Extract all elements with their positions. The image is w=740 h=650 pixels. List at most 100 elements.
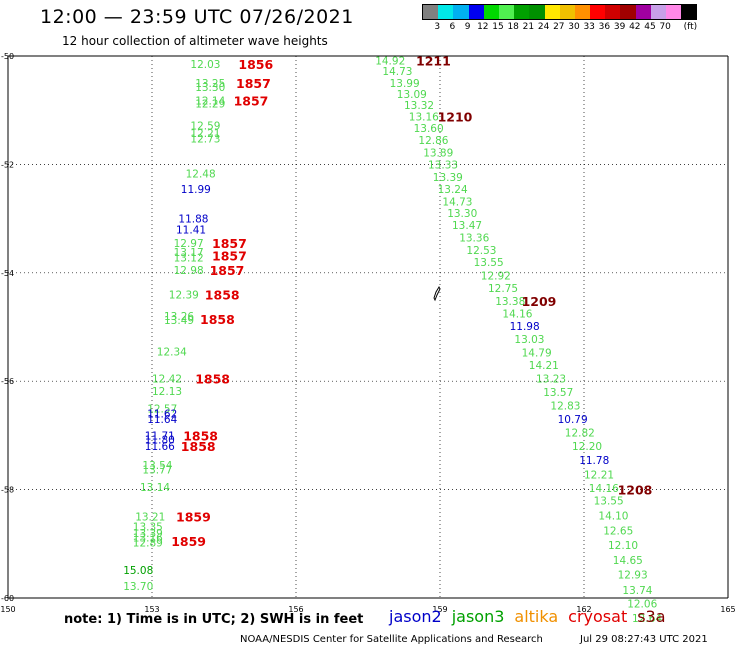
wave-height-value: 13.36 [459,233,489,245]
wave-height-value: 11.41 [176,224,206,236]
legend-label: (ft) [683,22,698,32]
wave-height-value: 13.49 [164,315,194,327]
wave-height-value: 14.73 [442,196,472,208]
x-tick-label: 156 [288,605,303,614]
wave-height-value: 12.39 [169,289,199,301]
chart-subtitle: 12 hour collection of altimeter wave hei… [62,34,328,48]
wave-height-value: 13.24 [438,184,468,196]
wave-height-value: 12.86 [418,135,448,147]
legend-swatch [529,5,545,19]
legend-swatch [635,5,651,19]
legend-swatch [605,5,621,19]
pass-time-label: 1859 [171,534,206,549]
legend-label: 42 [629,22,641,32]
wave-height-value: 13.89 [423,147,453,159]
wave-height-value: 12.29 [195,99,225,111]
wave-height-value: 11.62 [147,409,177,421]
legend-label: 12 [477,22,489,32]
map-axis-ticks: 150 153 156 159 162 165 -50 -52 -54 -56 -58 -60 [0,52,735,614]
wave-height-value: 12.03 [190,59,220,71]
wave-height-value: 11.71 [145,430,175,442]
wave-height-value: 12.57 [147,403,177,415]
wave-height-value: 11.98 [510,321,540,333]
wave-height-value: 11.99 [181,184,211,196]
wave-height-value: 13.26 [164,311,194,323]
observation-layer: 12.0313.2513.3012.1412.2912.5912.2112.73… [123,55,662,625]
wave-height-value: 12.93 [618,570,648,582]
legend-swatch [468,5,484,19]
pass-time-label: 1858 [183,428,218,443]
wave-height-value: 12.48 [186,169,216,181]
wave-height-value: 13.55 [594,495,624,507]
pass-time-label: 1858 [195,371,230,386]
pass-time-label: 1211 [416,53,451,68]
y-tick-label: -60 [1,594,14,603]
wave-height-value: 13.74 [622,585,652,597]
legend-label: 6 [449,22,456,32]
wave-height-value: 12.53 [466,245,496,257]
wave-height-value: 15.08 [123,565,153,577]
pass-time-label: 1857 [210,263,245,278]
x-tick-label: 159 [432,605,447,614]
wave-height-value: 13.47 [452,220,482,232]
y-tick-label: -54 [1,269,14,278]
pass-time-label: 1858 [181,439,216,454]
wave-height-value: 13.30 [447,208,477,220]
wave-height-value: 12.14 [195,95,225,107]
legend-label: 39 [613,22,626,32]
satellite-s3a: s3a [637,607,666,626]
wave-height-value: 13.54 [142,460,172,472]
legend-swatch [498,5,515,19]
wave-height-value: 12.89 [133,538,163,550]
wave-height-value: 10.79 [558,414,588,426]
legend-label: 21 [522,22,535,32]
wave-height-value: 13.21 [135,512,165,524]
legend-swatch [559,5,575,19]
legend-swatch [590,5,606,19]
legend-swatch [620,5,636,19]
pass-time-label: 1857 [236,76,271,91]
wave-height-value: 12.34 [157,346,187,358]
wave-height-value: 13.39 [433,172,463,184]
wave-height-value: 13.55 [474,257,504,269]
wave-height-value: 12.13 [152,386,182,398]
x-tick-label: 153 [144,605,159,614]
pass-time-label: 1857 [234,93,269,108]
y-tick-label: -58 [1,486,14,495]
legend-swatches [422,4,698,20]
wave-height-value: 14.16 [502,308,532,320]
wave-height-value: 13.77 [142,465,172,477]
pass-time-label: 1210 [438,110,473,125]
wave-height-value: 12.42 [152,373,182,385]
wave-height-value: 13.12 [174,253,204,265]
credit-line: NOAA/NESDIS Center for Satellite Applica… [240,634,543,645]
pass-label-layer: 1856185718571857185718571858185818581858… [171,53,652,549]
wave-height-value: 12.59 [190,120,220,132]
legend-swatch [574,5,591,19]
map-grid [7,55,729,599]
wave-height-value: 12.98 [174,265,204,277]
wave-height-value: 11.88 [178,214,208,226]
wave-height-value: 11.78 [579,455,609,467]
wave-height-value: 13.33 [428,159,458,171]
legend-swatch [666,5,682,19]
pass-time-label: 1858 [205,287,240,302]
wave-height-value: 13.70 [123,581,153,593]
y-tick-label: -50 [1,52,14,61]
wave-height-value: 13.99 [390,78,420,90]
legend-swatch [438,5,454,19]
legend-label: 36 [598,22,611,32]
satellite-legend: jason2 jason3 altika cryosat s3a [389,607,676,626]
wave-height-value: 13.38 [495,296,525,308]
x-tick-label: 150 [0,605,15,614]
chart-title: 12:00 — 23:59 UTC 07/26/2021 [40,6,354,28]
wave-height-value: 12.75 [488,283,518,295]
satellite-jason2: jason2 [389,607,442,626]
wave-height-value: 14.16 [589,483,619,495]
legend-label: 27 [553,22,565,32]
x-tick-label: 162 [576,605,591,614]
pass-time-label: 1859 [176,510,211,525]
legend-swatch [514,5,530,19]
legend-label: 70 [659,22,671,32]
wave-height-value: 11.80 [145,435,175,447]
